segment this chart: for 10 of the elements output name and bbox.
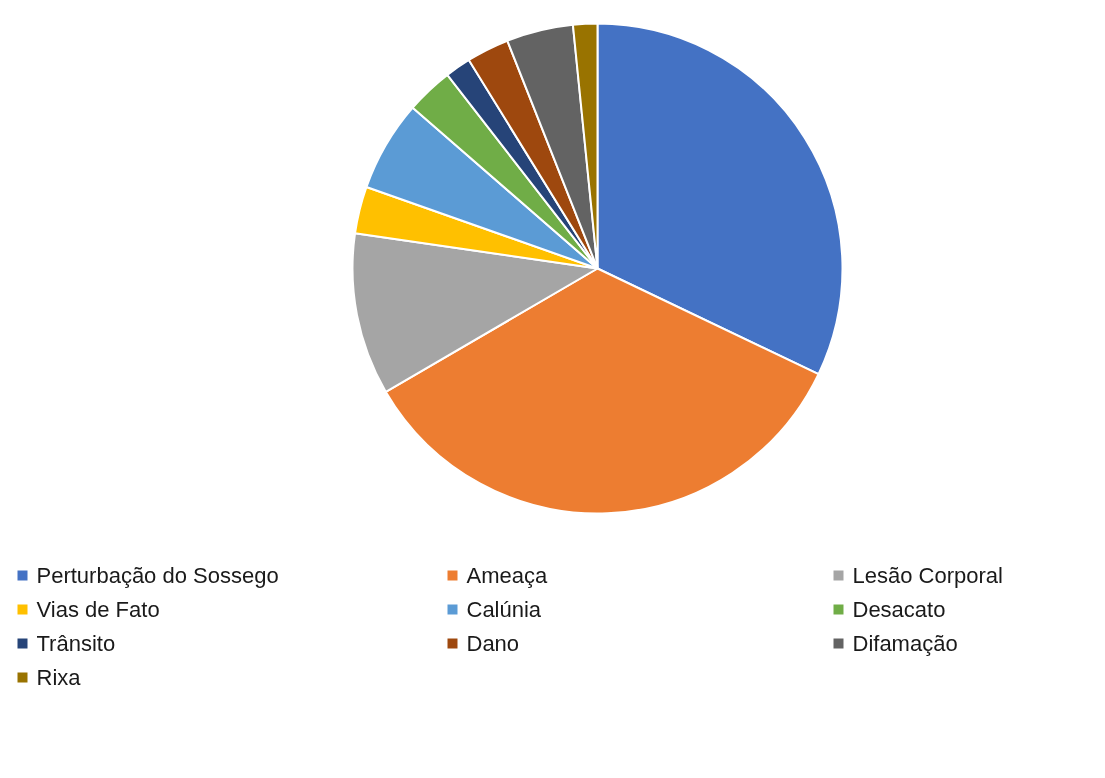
legend-label: Difamação xyxy=(852,631,958,656)
legend-label: Perturbação do Sossego xyxy=(36,563,279,588)
legend-label: Lesão Corporal xyxy=(852,563,1003,588)
legend-label: Desacato xyxy=(852,597,946,622)
legend-label: Ameaça xyxy=(466,563,548,588)
legend-label: Vias de Fato xyxy=(36,597,160,622)
legend-label: Dano xyxy=(466,631,520,656)
legend-label: Calúnia xyxy=(466,597,542,622)
legend-label: Rixa xyxy=(36,665,82,690)
legend-label: Trânsito xyxy=(36,631,116,656)
